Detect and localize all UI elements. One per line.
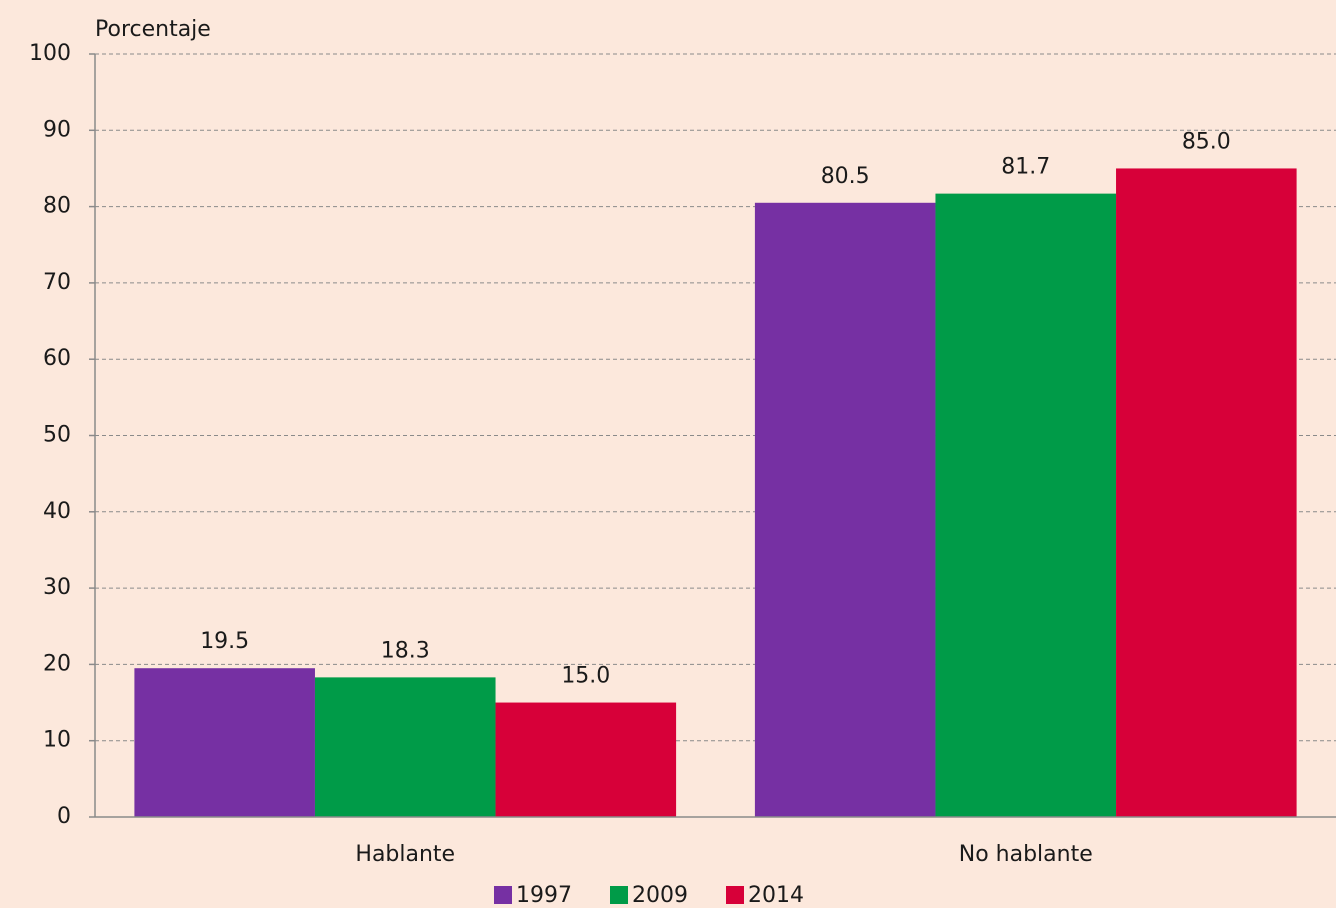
- bar: [495, 702, 677, 817]
- legend-swatch: [610, 886, 628, 904]
- value-label: 85.0: [1182, 129, 1231, 154]
- x-tick-label: No hablante: [959, 842, 1093, 867]
- y-tick-label: 0: [57, 804, 71, 829]
- y-tick-label: 100: [29, 41, 71, 66]
- value-label: 18.3: [381, 638, 430, 663]
- legend-label: 2014: [748, 883, 804, 908]
- legend-swatch: [494, 886, 512, 904]
- legend-label: 2009: [632, 883, 688, 908]
- value-label: 15.0: [561, 664, 610, 689]
- value-label: 80.5: [821, 164, 870, 189]
- value-label: 19.5: [200, 629, 249, 654]
- legend-label: 1997: [516, 883, 572, 908]
- x-tick-label: Hablante: [355, 842, 455, 867]
- y-axis-label: Porcentaje: [95, 17, 211, 42]
- legend-swatch: [726, 886, 744, 904]
- y-tick-label: 20: [43, 651, 71, 676]
- y-tick-label: 50: [43, 423, 71, 448]
- bar: [314, 677, 496, 817]
- y-tick-label: 70: [43, 270, 71, 295]
- value-label: 81.7: [1001, 155, 1050, 180]
- y-tick-label: 80: [43, 194, 71, 219]
- bar: [134, 668, 315, 817]
- y-tick-label: 90: [43, 117, 71, 142]
- y-tick-label: 40: [43, 499, 71, 524]
- bar: [935, 193, 1117, 817]
- y-tick-label: 60: [43, 346, 71, 371]
- bar: [1116, 168, 1297, 817]
- bar: [754, 202, 936, 817]
- y-tick-label: 10: [43, 728, 71, 753]
- y-tick-label: 30: [43, 575, 71, 600]
